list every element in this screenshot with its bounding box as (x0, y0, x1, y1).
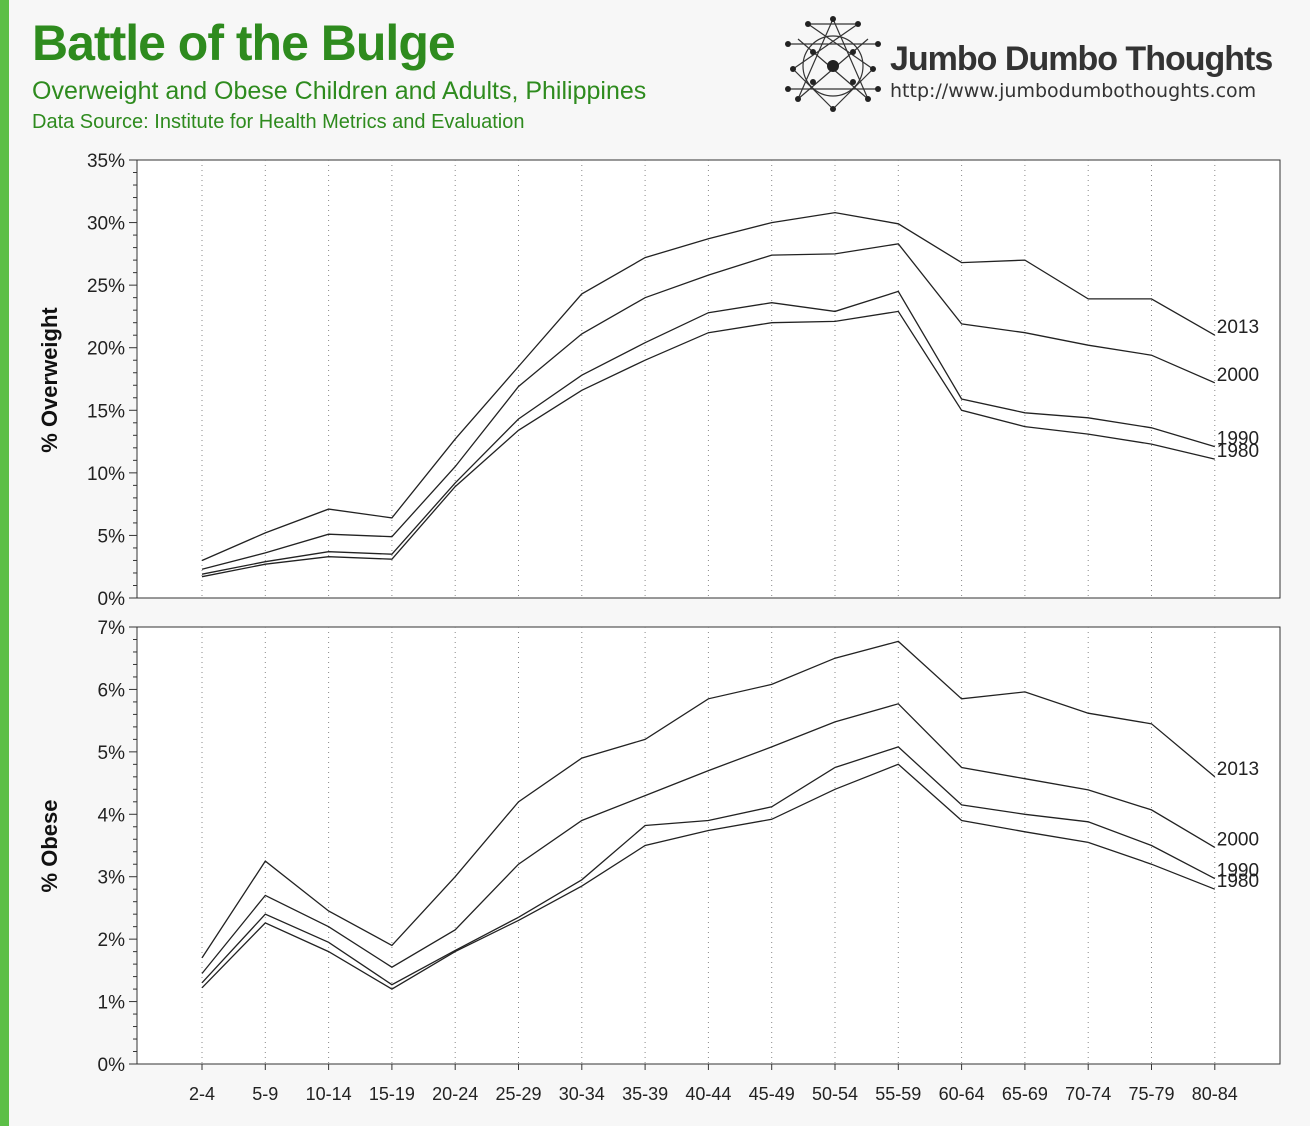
y-tick-label: 5% (98, 526, 126, 547)
left-accent-bar (0, 0, 9, 1126)
series-label-2013: 2013 (1217, 759, 1259, 780)
y-tick-label: 7% (98, 618, 126, 639)
y-axis-label: % Overweight (37, 307, 62, 453)
y-tick-label: 3% (98, 868, 126, 889)
y-tick-label: 0% (98, 1055, 126, 1076)
y-tick-label: 6% (98, 680, 126, 701)
x-tick-label: 10-14 (306, 1084, 352, 1104)
x-tick-label: 60-64 (939, 1084, 985, 1104)
y-tick-label: 35% (87, 151, 125, 172)
series-line-1980 (201, 763, 1216, 990)
series-line-2000 (201, 703, 1216, 974)
series-label-1990: 1990 (1217, 861, 1259, 882)
series-label-1990: 1990 (1217, 429, 1259, 450)
chart-subtitle: Overweight and Obese Children and Adults… (32, 77, 647, 105)
y-axis-label: % Obese (37, 800, 62, 893)
brand-name: Jumbo Dumbo Thoughts (890, 40, 1273, 78)
series-label-2000: 2000 (1217, 365, 1259, 386)
data-source: Data Source: Institute for Health Metric… (32, 111, 525, 133)
chart-title: Battle of the Bulge (32, 15, 456, 71)
series-label-1980: 1980 (1217, 871, 1259, 892)
y-tick-label: 10% (87, 464, 125, 485)
x-tick-label: 5-9 (252, 1084, 278, 1104)
x-tick-label: 2-4 (189, 1084, 215, 1104)
series-line-1980 (201, 310, 1215, 578)
series-line-1990 (201, 290, 1215, 575)
series-label-2000: 2000 (1217, 829, 1259, 850)
x-tick-label: 70-74 (1065, 1084, 1111, 1104)
y-tick-label: 2% (98, 930, 126, 951)
network-nodes-icon (785, 16, 881, 112)
x-tick-label: 25-29 (495, 1084, 541, 1104)
y-tick-label: 30% (87, 214, 125, 235)
y-tick-label: 4% (98, 805, 126, 826)
y-tick-label: 15% (87, 401, 125, 422)
series-line-2013 (201, 211, 1216, 562)
plot-area (136, 626, 1281, 1065)
x-tick-label: 45-49 (749, 1084, 795, 1104)
y-tick-label: 5% (98, 743, 126, 764)
x-tick-label: 80-84 (1192, 1084, 1238, 1104)
x-tick-label: 40-44 (685, 1084, 731, 1104)
brand-url: http://www.jumbodumbothoughts.com (890, 80, 1257, 102)
x-tick-label: 50-54 (812, 1084, 858, 1104)
series-line-2000 (201, 243, 1216, 570)
x-tick-label: 15-19 (369, 1084, 415, 1104)
series-label-1980: 1980 (1217, 441, 1259, 462)
y-tick-label: 1% (98, 993, 126, 1014)
series-line-1990 (201, 746, 1216, 986)
x-tick-label: 35-39 (622, 1084, 668, 1104)
x-tick-label: 75-79 (1128, 1084, 1174, 1104)
y-tick-label: 20% (87, 339, 125, 360)
x-tick-label: 30-34 (559, 1084, 605, 1104)
series-label-2013: 2013 (1217, 317, 1259, 338)
series-line-2013 (201, 640, 1216, 959)
y-tick-label: 25% (87, 276, 125, 297)
x-tick-label: 55-59 (875, 1084, 921, 1104)
x-tick-label: 20-24 (432, 1084, 478, 1104)
y-tick-label: 0% (98, 589, 126, 610)
x-tick-label: 65-69 (1002, 1084, 1048, 1104)
